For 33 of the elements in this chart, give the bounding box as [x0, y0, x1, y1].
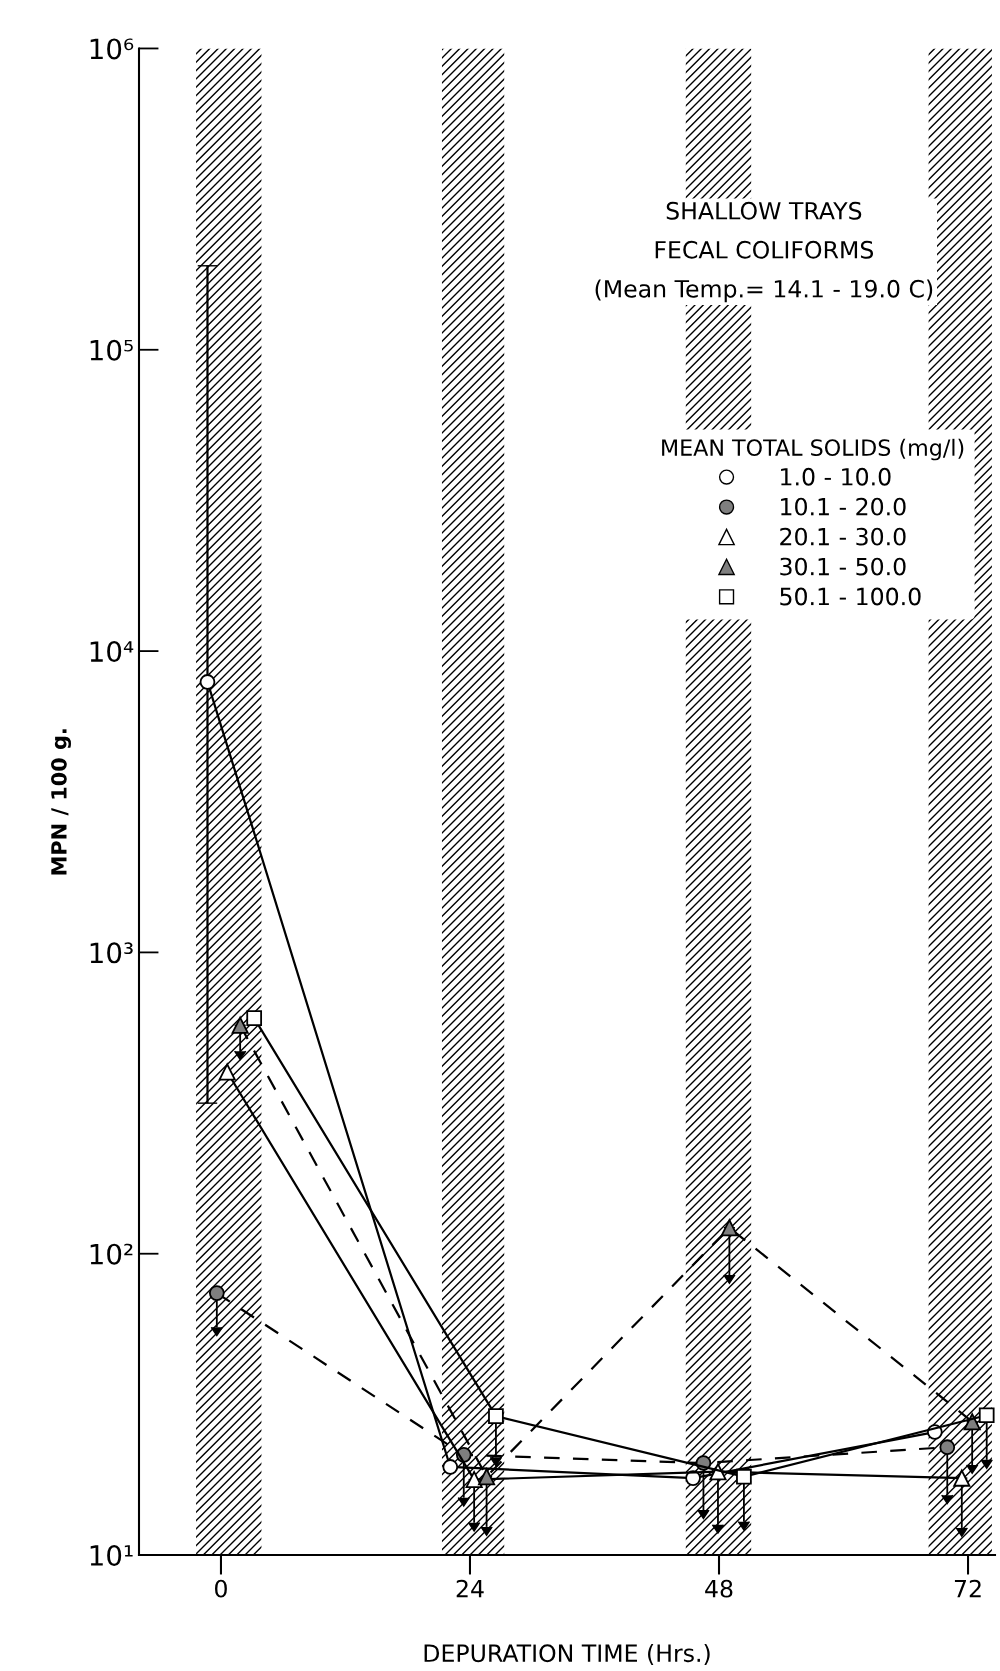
point	[246, 1010, 263, 1027]
point	[231, 1016, 249, 1034]
point	[199, 674, 216, 690]
legend-label: 30.1 - 50.0	[780, 557, 906, 576]
point	[939, 1439, 956, 1456]
legend-title: MEAN TOTAL SOLIDS (mg/l)	[662, 438, 964, 461]
legend-label: 10.1 - 20.0	[781, 497, 906, 516]
y-tick-label: 10²	[90, 1243, 133, 1265]
point	[442, 1459, 459, 1475]
y-tick-label: 10⁴	[90, 641, 134, 663]
x-tick-label: 72	[954, 1579, 981, 1598]
legend-label: 50.1 - 100.0	[780, 587, 921, 606]
y-tick-label: 10¹	[90, 1544, 133, 1566]
point	[736, 1468, 752, 1485]
x-axis-title: DEPURATION TIME (Hrs.)	[424, 1643, 710, 1665]
y-axis-title: MPN / 100 g.	[51, 729, 71, 875]
x-tick-label: 24	[456, 1579, 484, 1598]
x-tick-label: 48	[705, 1579, 733, 1598]
point	[953, 1469, 971, 1487]
point	[208, 1285, 225, 1301]
x-tick-label: 0	[215, 1579, 227, 1598]
point	[963, 1413, 981, 1431]
legend-label: 1.0 - 10.0	[781, 467, 891, 486]
point	[978, 1407, 995, 1424]
legend-label: 20.1 - 30.0	[780, 527, 906, 546]
point	[720, 1219, 738, 1237]
text: (Mean Temp.= 14.1 - 19.0 C)	[595, 279, 933, 303]
y-tick-label: 10⁶	[90, 38, 134, 60]
point	[488, 1408, 504, 1425]
y-tick-label: 10³	[90, 942, 133, 964]
point	[218, 1063, 236, 1081]
text: SHALLOW TRAYS FECAL COLIFORMS	[655, 201, 874, 259]
y-tick-label: 10⁵	[90, 339, 133, 361]
